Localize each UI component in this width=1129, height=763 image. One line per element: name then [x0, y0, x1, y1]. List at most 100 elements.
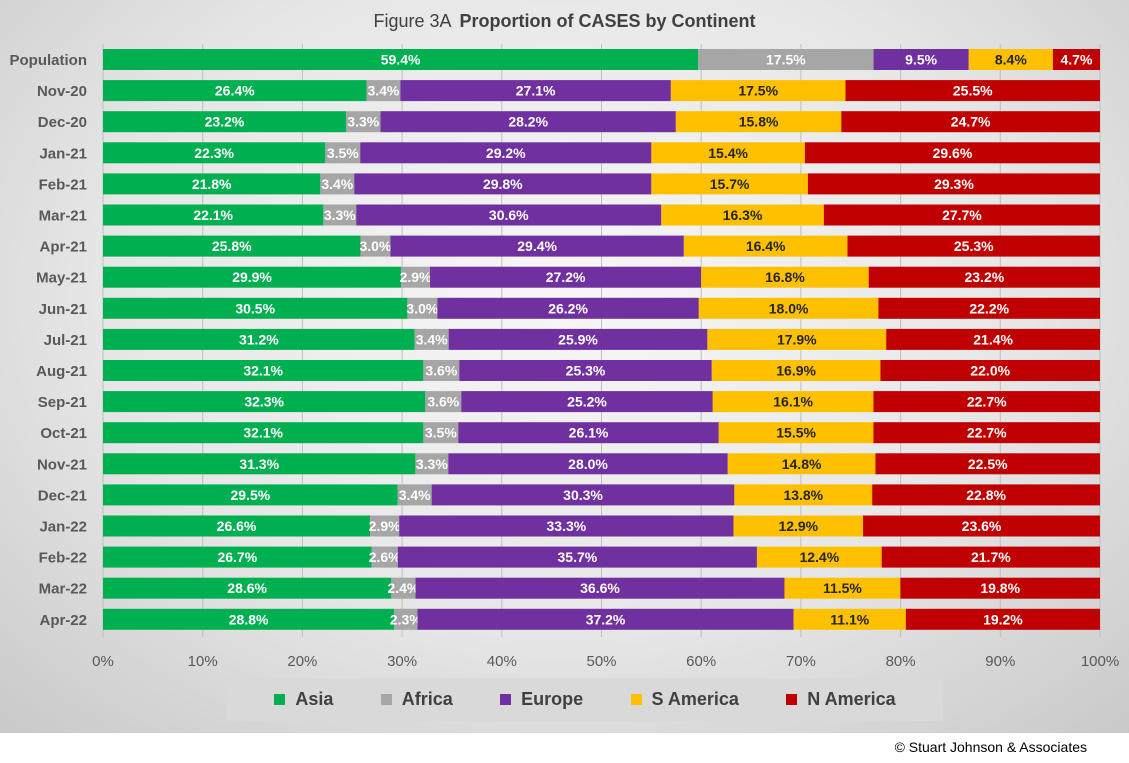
bar-n-america	[1052, 49, 1100, 70]
bar-africa	[345, 111, 381, 133]
bar-europe	[448, 453, 728, 475]
data-label: 32.1%	[243, 425, 283, 441]
y-category-label: Jun-21	[39, 301, 87, 318]
data-label: 22.3%	[194, 145, 234, 161]
y-category-label: Jul-21	[44, 332, 87, 349]
bar-s-america	[661, 204, 824, 226]
data-label: 3.4%	[399, 487, 431, 503]
legend-item: N America	[786, 689, 896, 710]
data-label: 9.5%	[905, 52, 937, 68]
bar-s-america	[727, 453, 876, 475]
data-label: 22.8%	[966, 487, 1006, 503]
data-label: 3.6%	[425, 363, 457, 379]
bar-europe	[461, 391, 713, 413]
bar-n-america	[845, 80, 1100, 102]
bar-n-america	[863, 515, 1100, 537]
data-label: 29.6%	[933, 145, 973, 161]
data-label: 22.2%	[969, 300, 1009, 316]
bar-asia	[103, 111, 346, 133]
legend-label: Africa	[401, 689, 453, 709]
bar-asia	[103, 142, 326, 164]
bar-asia	[103, 328, 415, 350]
bar-s-america	[734, 484, 873, 506]
bar-n-america	[905, 608, 1100, 630]
data-label: 15.4%	[708, 145, 748, 161]
legend-item: S America	[630, 689, 739, 710]
data-label: 13.8%	[783, 487, 823, 503]
x-tick-label: 100%	[1081, 653, 1119, 670]
bar-asia	[103, 422, 424, 444]
bar-africa	[401, 266, 431, 288]
data-label: 30.5%	[235, 300, 275, 316]
data-label: 22.0%	[970, 363, 1010, 379]
legend-item: Africa	[380, 689, 453, 710]
bar-s-america	[756, 546, 882, 568]
y-category-label: Dec-21	[38, 487, 87, 504]
data-label: 17.5%	[738, 83, 778, 99]
data-label: 4.7%	[1060, 52, 1092, 68]
data-label: 16.9%	[776, 363, 816, 379]
data-label: 26.2%	[548, 300, 588, 316]
bar-n-america	[900, 577, 1100, 599]
data-label: 26.7%	[217, 549, 257, 565]
bar-s-america	[701, 266, 869, 288]
data-label: 32.3%	[244, 394, 284, 410]
legend-label: S America	[651, 689, 739, 709]
legend-label: Asia	[295, 689, 334, 709]
data-label: 31.3%	[239, 456, 279, 472]
legend-swatch	[630, 694, 642, 705]
bar-s-america	[711, 360, 881, 381]
legend-swatch	[274, 694, 286, 705]
x-tick-label: 90%	[985, 653, 1015, 670]
data-label: 32.1%	[243, 363, 283, 379]
bar-africa	[320, 173, 355, 195]
bar-s-america	[683, 235, 848, 257]
data-label: 3.4%	[416, 331, 448, 347]
data-label: 36.6%	[580, 580, 620, 596]
legend: Asia Africa Europe S America N America	[227, 678, 943, 721]
data-label: 3.0%	[406, 300, 438, 316]
y-category-label: Aug-21	[36, 363, 87, 380]
x-tick-label: 0%	[92, 653, 114, 670]
bar-s-america	[712, 391, 874, 413]
data-label: 15.7%	[710, 176, 750, 192]
x-tick-label: 10%	[188, 653, 218, 670]
bar-asia	[103, 484, 398, 506]
data-label: 21.8%	[192, 176, 232, 192]
data-label: 28.0%	[568, 456, 608, 472]
data-label: 22.7%	[967, 425, 1007, 441]
bar-asia	[103, 80, 367, 102]
data-label: 23.2%	[205, 114, 245, 130]
data-label: 28.2%	[508, 114, 548, 130]
bar-n-america	[875, 453, 1100, 475]
legend-swatch	[380, 694, 392, 705]
y-category-label: Apr-22	[39, 612, 87, 629]
bar-asia	[103, 235, 361, 257]
bar-s-america	[733, 515, 864, 537]
data-label: 16.8%	[765, 269, 805, 285]
bar-asia	[103, 577, 392, 599]
y-category-label: Sep-21	[38, 394, 87, 411]
data-label: 21.4%	[973, 331, 1013, 347]
bar-n-america	[807, 173, 1100, 195]
bar-africa	[415, 453, 449, 475]
bar-europe	[397, 546, 757, 568]
bar-n-america	[873, 422, 1100, 444]
bar-europe	[437, 297, 699, 319]
y-category-label: Nov-20	[37, 83, 87, 100]
bar-europe	[458, 422, 719, 444]
data-label: 16.1%	[773, 394, 813, 410]
bar-asia	[103, 204, 324, 226]
bar-s-america	[651, 142, 805, 164]
bar-africa	[698, 49, 874, 70]
bar-europe	[417, 608, 794, 630]
x-tick-label: 60%	[686, 653, 716, 670]
data-label: 24.7%	[951, 114, 991, 130]
legend-item: Europe	[500, 689, 583, 710]
data-label: 29.5%	[231, 487, 271, 503]
bar-europe	[431, 484, 735, 506]
data-label: 2.3%	[390, 611, 422, 627]
data-label: 12.4%	[799, 549, 839, 565]
data-label: 30.3%	[563, 487, 603, 503]
copyright-notice: © Stuart Johnson & Associates	[894, 739, 1087, 755]
